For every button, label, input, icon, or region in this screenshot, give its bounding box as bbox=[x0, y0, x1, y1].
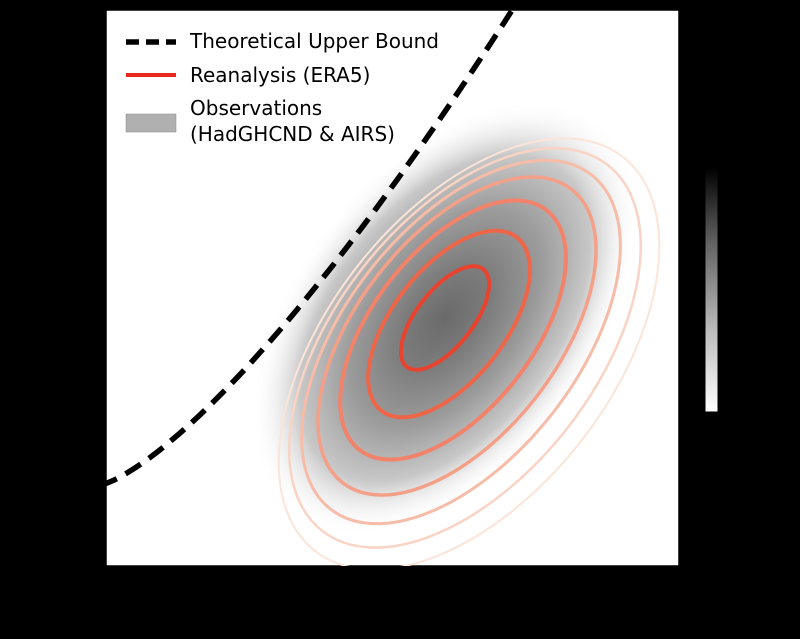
legend-label-observations-line2: (HadGHCND & AIRS) bbox=[190, 122, 395, 146]
colorbar bbox=[704, 167, 719, 413]
axis-ticks bbox=[99, 51, 680, 573]
legend: Theoretical Upper Bound Reanalysis (ERA5… bbox=[125, 29, 439, 146]
contour-level-7 bbox=[277, 137, 661, 566]
legend-key-observations bbox=[125, 113, 177, 133]
contour-level-1 bbox=[398, 264, 492, 372]
reanalysis-contours bbox=[277, 137, 661, 566]
legend-label-reanalysis: Reanalysis (ERA5) bbox=[190, 63, 370, 87]
contour-level-3 bbox=[338, 198, 568, 462]
colorbar-gradient bbox=[704, 167, 719, 413]
legend-label-observations: Observations bbox=[190, 96, 322, 120]
contour-level-5 bbox=[300, 158, 622, 526]
contour-level-6 bbox=[287, 147, 643, 549]
contour-level-2 bbox=[366, 228, 532, 420]
legend-label-bound: Theoretical Upper Bound bbox=[189, 29, 439, 53]
contour-level-4 bbox=[316, 175, 598, 497]
theoretical-upper-bound-curve bbox=[106, 10, 516, 487]
